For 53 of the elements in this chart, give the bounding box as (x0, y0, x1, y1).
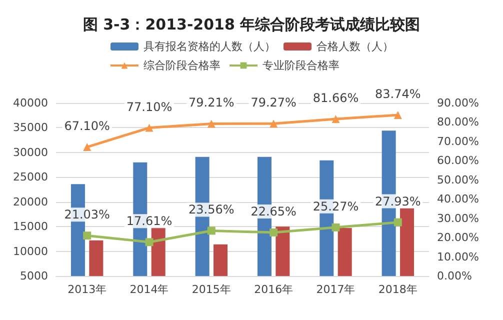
y2-tick-label: 60.00% (437, 154, 479, 168)
y-tick-label: 35000 (13, 121, 48, 134)
point (83, 232, 92, 240)
point (270, 120, 278, 128)
legend-label: 综合阶段合格率 (144, 59, 220, 72)
chart-title: 图 3-3：2013-2018 年综合阶段考试成绩比较图 (82, 16, 420, 34)
data-label: 21.03% (64, 208, 110, 222)
y2-tick-label: 80.00% (437, 116, 479, 129)
y2-tick-label: 40.00% (437, 192, 479, 206)
y-tick-label: 40000 (13, 96, 48, 110)
data-label: 83.74% (375, 87, 421, 102)
y2-tick-label: 90.00% (437, 96, 479, 110)
y2-tick-label: 10.00% (437, 250, 479, 264)
point (83, 143, 92, 152)
x-tick-label: 2013年 (68, 283, 107, 296)
x-tick-label: 2018年 (378, 283, 418, 296)
legend-label: 具有报名资格的人数（人） (144, 40, 276, 53)
data-label: 77.10% (126, 100, 172, 114)
data-label: 79.27% (250, 96, 296, 110)
legend-label: 专业阶段合格率 (262, 59, 340, 72)
y2-tick-label: 20.00% (437, 231, 479, 244)
point (207, 120, 216, 128)
y2-tick-label: 70.00% (437, 134, 479, 148)
data-label: 22.65% (250, 204, 296, 218)
y-tick-label: 15000 (13, 220, 48, 234)
point (332, 115, 340, 124)
point (145, 238, 154, 246)
point (270, 228, 278, 236)
y-tick-label: 25000 (13, 170, 48, 184)
data-label: 25.27% (312, 199, 359, 214)
data-label: 81.66% (312, 91, 359, 106)
x-tick-label: 2014年 (130, 283, 169, 296)
point (332, 223, 340, 232)
y-tick-label: 5000 (20, 270, 48, 282)
data-label: 23.56% (188, 202, 234, 217)
y-tick-label: 20000 (13, 195, 48, 208)
point (394, 111, 402, 120)
y-tick-label: 30000 (13, 146, 48, 159)
y-tick-label: 10000 (13, 244, 48, 258)
data-label: 27.93% (375, 194, 421, 208)
point (207, 226, 216, 235)
y2-tick-label: 0.00% (437, 270, 472, 282)
legend-label: 合格人数（人） (316, 40, 394, 53)
x-tick-label: 2016年 (254, 283, 294, 296)
x-tick-label: 2017年 (316, 283, 356, 296)
x-tick-label: 2015年 (192, 283, 231, 296)
data-label: 17.61% (126, 214, 172, 228)
point (145, 124, 154, 132)
y2-tick-label: 50.00% (437, 173, 479, 186)
data-label: 79.21% (188, 96, 234, 110)
data-label: 67.10% (64, 119, 110, 134)
point (394, 218, 402, 226)
y2-tick-label: 30.00% (437, 212, 479, 225)
